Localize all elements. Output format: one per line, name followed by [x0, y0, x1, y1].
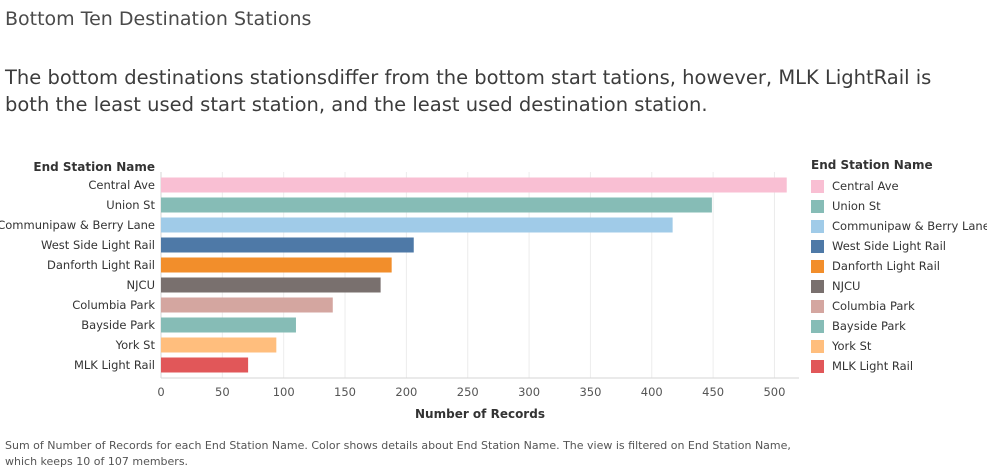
legend-label: Central Ave [832, 179, 899, 193]
x-tick-label: 350 [579, 385, 601, 399]
legend-item[interactable]: NJCU [811, 276, 987, 296]
x-tick-label: 100 [273, 385, 295, 399]
category-label: West Side Light Rail [41, 238, 155, 252]
bar[interactable] [161, 177, 787, 193]
legend-label: Bayside Park [832, 319, 906, 333]
category-label: York St [115, 338, 156, 352]
legend-label: West Side Light Rail [832, 239, 946, 253]
legend-label: Danforth Light Rail [832, 259, 940, 273]
category-label: Danforth Light Rail [47, 258, 155, 272]
legend-swatch [811, 199, 824, 213]
bar[interactable] [161, 277, 381, 293]
legend-label: York St [832, 339, 872, 353]
bar[interactable] [161, 357, 249, 373]
legend-item[interactable]: Communipaw & Berry Lane [811, 216, 987, 236]
legend-swatch [811, 279, 824, 293]
legend-item[interactable]: MLK Light Rail [811, 356, 987, 376]
legend-label: NJCU [832, 279, 861, 293]
x-axis-title[interactable]: Number of Records [415, 407, 545, 421]
bar[interactable] [161, 297, 333, 313]
legend-swatch [811, 339, 824, 353]
legend-items: Central Ave Union St Communipaw & Berry La… [811, 176, 987, 376]
legend-swatch [811, 299, 824, 313]
y-axis-title: End Station Name [33, 160, 155, 174]
legend-label: MLK Light Rail [832, 359, 914, 373]
category-labels: Central Ave Union St Communipaw & Berry La… [0, 178, 155, 372]
legend-item[interactable]: Central Ave [811, 176, 987, 196]
legend-swatch [811, 179, 824, 193]
legend-item[interactable]: Union St [811, 196, 987, 216]
legend-item[interactable]: York St [811, 336, 987, 356]
x-tick-label: 200 [395, 385, 417, 399]
x-axis-ticks: 0 50 100 150 200 250 300 350 400 450 500 [157, 385, 785, 399]
category-label: Columbia Park [72, 298, 155, 312]
legend-item[interactable]: West Side Light Rail [811, 236, 987, 256]
x-tick-label: 450 [702, 385, 724, 399]
x-tick-label: 0 [157, 385, 164, 399]
legend-swatch [811, 259, 824, 273]
legend-item[interactable]: Bayside Park [811, 316, 987, 336]
chart-title: Bottom Ten Destination Stations [5, 8, 312, 30]
x-tick-label: 300 [518, 385, 540, 399]
chart-caption: Sum of Number of Records for each End St… [5, 438, 980, 470]
category-label: Bayside Park [81, 318, 155, 332]
legend-swatch [811, 239, 824, 253]
bar[interactable] [161, 197, 712, 213]
x-tick-label: 500 [763, 385, 785, 399]
bar[interactable] [161, 257, 392, 273]
caption-line-1: Sum of Number of Records for each End St… [5, 439, 791, 452]
category-label: Union St [106, 198, 155, 212]
legend-item[interactable]: Danforth Light Rail [811, 256, 987, 276]
caption-line-2: which keeps 10 of 107 members. [5, 455, 189, 468]
category-label: Communipaw & Berry Lane [0, 218, 155, 232]
category-label: Central Ave [88, 178, 155, 192]
bar[interactable] [161, 217, 673, 233]
chart-subtitle: The bottom destinations stationsdiffer f… [5, 66, 932, 116]
bar-chart: End Station Name Central Ave Union St Comm… [0, 160, 799, 421]
bar[interactable] [161, 317, 296, 333]
legend-label: Communipaw & Berry Lane [832, 219, 987, 233]
x-tick-label: 50 [215, 385, 230, 399]
legend-item[interactable]: Columbia Park [811, 296, 987, 316]
x-tick-label: 250 [457, 385, 479, 399]
legend-swatch [811, 319, 824, 333]
x-tick-label: 150 [334, 385, 356, 399]
category-label: MLK Light Rail [74, 358, 155, 372]
legend-swatch [811, 219, 824, 233]
bars [161, 177, 787, 373]
bar[interactable] [161, 237, 414, 253]
category-label: NJCU [127, 278, 155, 292]
x-tick-label: 400 [641, 385, 663, 399]
legend-label: Columbia Park [832, 299, 915, 313]
legend-label: Union St [832, 199, 881, 213]
legend-swatch [811, 359, 824, 373]
color-legend: End Station Name Central Ave Union St Comm… [811, 158, 987, 376]
bar[interactable] [161, 337, 277, 353]
legend-title: End Station Name [811, 158, 933, 172]
